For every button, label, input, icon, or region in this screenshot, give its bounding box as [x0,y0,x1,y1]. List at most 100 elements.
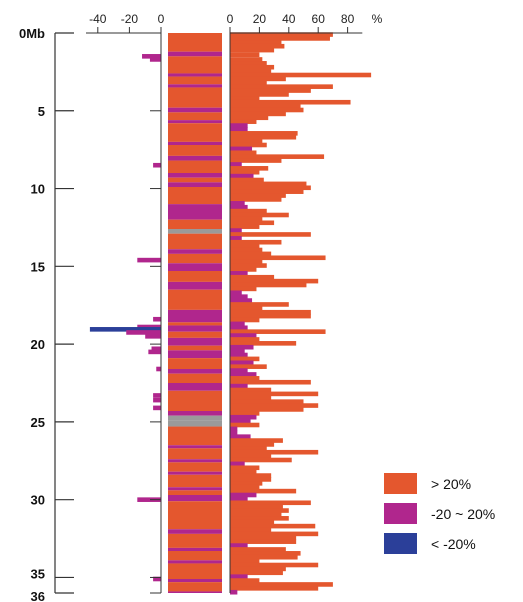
positive-bars [230,32,372,595]
positive-bar [230,166,269,171]
track-segment [168,271,222,282]
positive-bar [230,309,311,315]
axes: 0Mb 5 10 15 20 25 30 35 36 -40 -20 0 0 20 40 60 80% [19,12,383,602]
positive-bar [230,387,272,393]
positive-bar [230,368,248,373]
positive-bar [230,473,272,478]
positive-bar [230,47,275,53]
track-segment [168,107,222,113]
positive-bar [230,376,260,381]
positive-bar [230,535,297,541]
positive-bar [230,465,260,471]
negative-tick-label: -40 [89,12,107,26]
positive-bar [230,333,257,338]
positive-bar [230,562,319,568]
positive-bar [230,158,282,163]
track-segment [168,33,222,52]
positive-bar [230,232,311,237]
positive-bar [230,255,326,261]
positive-bar [230,531,319,537]
positive-bar [230,352,248,358]
track-segment [168,358,222,369]
positive-bar [230,84,333,89]
legend-label: < -20% [431,536,476,552]
positive-bar [230,201,245,206]
legend-label: > 20% [431,476,471,492]
positive-bar [230,449,319,455]
positive-bar [230,383,248,389]
track-segment [168,160,222,173]
track-segment [168,415,222,421]
negative-bar [149,57,161,62]
track-segment [168,551,222,561]
positive-bar [230,414,257,420]
positive-bar [230,337,260,342]
positive-bar [230,43,285,49]
positive-bar [230,150,257,156]
positive-bar [230,107,304,113]
positive-bar [230,372,257,377]
positive-bar [230,407,304,412]
positive-bar [230,527,272,533]
position-tick-label: 35 [31,566,45,581]
legend-swatch [384,473,417,494]
positive-tick-label: 0 [227,12,234,26]
positive-bar [230,306,263,311]
positive-bar [230,68,272,74]
positive-bar [230,123,248,128]
positive-bar [230,500,311,506]
position-tick-label: 0Mb [19,26,45,41]
positive-bar [230,189,304,194]
positive-bar [230,457,292,463]
track-segment [168,331,222,338]
positive-bar [230,341,297,346]
legend: > 20% -20 ~ 20% < -20% [384,473,495,554]
negative-tick-label: -20 [121,12,139,26]
legend-swatch [384,503,417,524]
track-segment [168,141,222,145]
positive-bar [230,236,242,241]
negative-bar [126,330,161,335]
negative-bar [153,393,161,398]
positive-tick-label: 40 [282,12,296,26]
positive-bar [230,96,260,101]
positive-bar [230,477,272,482]
negative-bar [156,366,161,372]
track-segment [168,177,222,183]
positive-bar [230,418,251,424]
track-segment [168,289,222,310]
positive-bar [230,72,372,78]
positive-bar [230,278,319,284]
track-segment [168,229,222,234]
positive-bar [230,134,297,140]
positive-bar [230,115,269,121]
track-segment [168,495,222,502]
positive-bar [230,162,242,167]
track-segment [168,281,222,290]
positive-bar [230,329,326,334]
positive-bar [230,239,282,245]
track-segment [168,325,222,332]
track-segment [168,487,222,491]
track-segment [168,420,222,427]
positive-axis-unit: % [372,12,383,26]
legend-swatch [384,533,417,554]
positive-tick-label: 60 [312,12,326,26]
track-segment [168,474,222,488]
positive-bar [230,290,242,296]
positive-bar [230,274,275,280]
positive-bar [230,582,333,587]
track-segment [168,204,222,220]
track-segment [168,120,222,124]
positive-bar [230,119,257,124]
track-segment [168,471,222,475]
negative-bar [89,327,161,332]
positive-bar [230,469,257,474]
track-segment [168,56,222,74]
positive-bar [230,271,248,276]
negative-bar [137,497,161,502]
track-segment [168,547,222,551]
positive-bar [230,426,238,432]
track-segment [168,84,222,88]
positive-bar [230,197,282,202]
